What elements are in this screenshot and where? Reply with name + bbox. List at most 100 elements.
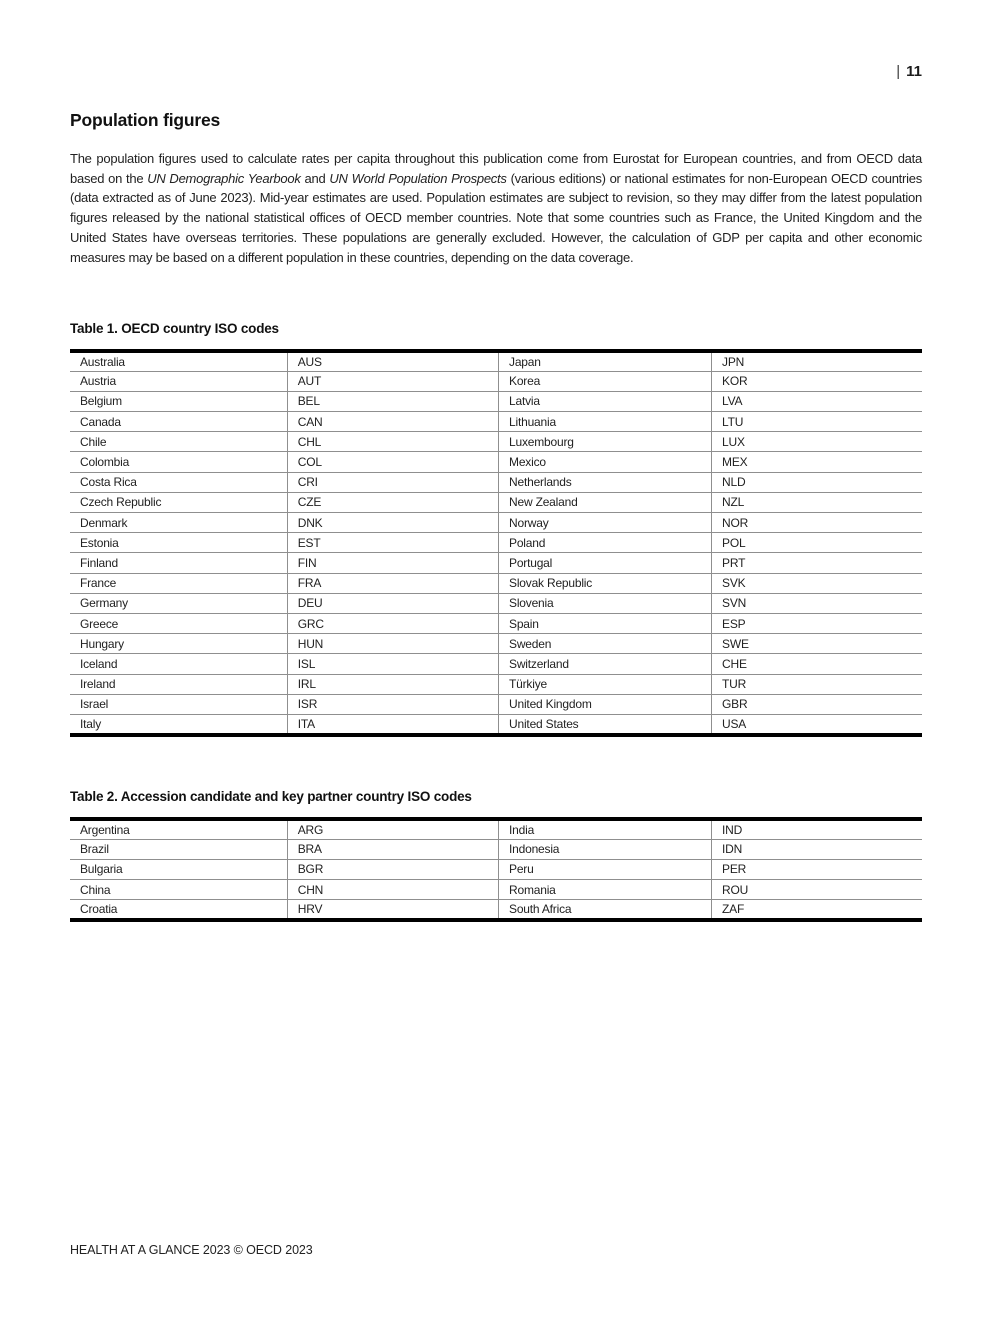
country-name-cell: Norway xyxy=(498,512,713,534)
iso-code-cell: GBR xyxy=(711,694,922,715)
footer-text: HEALTH AT A GLANCE 2023 © OECD 2023 xyxy=(70,1243,313,1257)
table-row: Canada CAN Lithuania LTU xyxy=(70,411,922,433)
country-name-cell: Spain xyxy=(498,613,713,635)
country-name-cell: Greece xyxy=(70,613,288,635)
iso-code-cell: SWE xyxy=(711,633,922,655)
paragraph-text: (various editions) or national estimates… xyxy=(70,170,922,265)
table1-title: Table 1. OECD country ISO codes xyxy=(70,321,279,336)
country-name-cell: New Zealand xyxy=(498,492,713,514)
table-oecd-iso-codes: Australia AUS Japan JPN Austria AUT Korea KOR Be… xyxy=(70,349,922,737)
country-name-cell: Sweden xyxy=(498,633,713,655)
country-name-cell: Slovak Republic xyxy=(498,573,713,594)
table-row: Germany DEU Slovenia SVN xyxy=(70,593,922,614)
country-name-cell: Colombia xyxy=(70,451,288,473)
country-name-cell: Italy xyxy=(70,714,288,736)
table-row: France FRA Slovak Republic SVK xyxy=(70,573,922,594)
iso-code-cell: PER xyxy=(711,859,922,881)
country-name-cell: Netherlands xyxy=(498,472,713,493)
iso-code-cell: ISR xyxy=(287,694,500,715)
iso-code-cell: MEX xyxy=(711,451,922,473)
country-name-cell: Romania xyxy=(498,879,713,901)
publication-title-italic: UN Demographic Yearbook xyxy=(147,170,301,186)
page-title: Population figures xyxy=(70,110,221,130)
iso-code-cell: KOR xyxy=(711,371,922,392)
iso-code-cell: AUS xyxy=(287,351,500,372)
country-name-cell: Bulgaria xyxy=(70,859,288,881)
iso-code-cell: COL xyxy=(287,451,500,473)
table-row: Argentina ARG India IND xyxy=(70,819,922,840)
table-row: Greece GRC Spain ESP xyxy=(70,613,922,635)
table-row: Estonia EST Poland POL xyxy=(70,532,922,554)
iso-code-cell: ARG xyxy=(287,819,500,840)
table-row: Australia AUS Japan JPN xyxy=(70,351,922,372)
iso-code-cell: GRC xyxy=(287,613,500,635)
iso-code-cell: ESP xyxy=(711,613,922,635)
table-row: Ireland IRL Türkiye TUR xyxy=(70,674,922,695)
iso-code-cell: CHN xyxy=(287,879,500,901)
country-name-cell: Czech Republic xyxy=(70,492,288,514)
country-name-cell: Poland xyxy=(498,532,713,554)
country-name-cell: Costa Rica xyxy=(70,472,288,493)
country-name-cell: India xyxy=(498,819,713,840)
country-name-cell: Argentina xyxy=(70,819,288,840)
country-name-cell: United Kingdom xyxy=(498,694,713,715)
page-number-value: 11 xyxy=(906,63,922,80)
country-name-cell: Türkiye xyxy=(498,674,713,695)
country-name-cell: Peru xyxy=(498,859,713,881)
table-row: Croatia HRV South Africa ZAF xyxy=(70,899,922,921)
iso-code-cell: USA xyxy=(711,714,922,736)
iso-code-cell: ISL xyxy=(287,653,500,675)
iso-code-cell: ITA xyxy=(287,714,500,736)
country-name-cell: Austria xyxy=(70,371,288,392)
iso-code-cell: CHL xyxy=(287,431,500,453)
country-name-cell: Estonia xyxy=(70,532,288,554)
iso-code-cell: CHE xyxy=(711,653,922,675)
iso-code-cell: BGR xyxy=(287,859,500,881)
iso-code-cell: CRI xyxy=(287,472,500,493)
iso-code-cell: POL xyxy=(711,532,922,554)
country-name-cell: Croatia xyxy=(70,899,288,921)
country-name-cell: Switzerland xyxy=(498,653,713,675)
page-number: | 11 xyxy=(896,63,922,80)
iso-code-cell: SVK xyxy=(711,573,922,594)
paragraph-text: and xyxy=(300,170,330,186)
iso-code-cell: HRV xyxy=(287,899,500,921)
iso-code-cell: TUR xyxy=(711,674,922,695)
table-row: Denmark DNK Norway NOR xyxy=(70,512,922,534)
iso-code-cell: IDN xyxy=(711,839,922,860)
country-name-cell: Israel xyxy=(70,694,288,715)
country-name-cell: Germany xyxy=(70,593,288,614)
table-row: Czech Republic CZE New Zealand NZL xyxy=(70,492,922,514)
country-name-cell: France xyxy=(70,573,288,594)
country-name-cell: China xyxy=(70,879,288,901)
table-row: Bulgaria BGR Peru PER xyxy=(70,859,922,881)
table-row: Chile CHL Luxembourg LUX xyxy=(70,431,922,453)
country-name-cell: Ireland xyxy=(70,674,288,695)
country-name-cell: Hungary xyxy=(70,633,288,655)
country-name-cell: Slovenia xyxy=(498,593,713,614)
country-name-cell: Australia xyxy=(70,351,288,372)
iso-code-cell: AUT xyxy=(287,371,500,392)
iso-code-cell: FRA xyxy=(287,573,500,594)
table-row: Finland FIN Portugal PRT xyxy=(70,552,922,574)
table-row: Belgium BEL Latvia LVA xyxy=(70,391,922,413)
iso-code-cell: EST xyxy=(287,532,500,554)
publication-title-italic: UN World Population Prospects xyxy=(329,170,507,186)
iso-code-cell: SVN xyxy=(711,593,922,614)
iso-code-cell: FIN xyxy=(287,552,500,574)
country-name-cell: South Africa xyxy=(498,899,713,921)
table-row: Israel ISR United Kingdom GBR xyxy=(70,694,922,715)
country-name-cell: Japan xyxy=(498,351,713,372)
country-name-cell: Chile xyxy=(70,431,288,453)
iso-code-cell: BRA xyxy=(287,839,500,860)
country-name-cell: Denmark xyxy=(70,512,288,534)
iso-code-cell: IND xyxy=(711,819,922,840)
iso-code-cell: HUN xyxy=(287,633,500,655)
country-name-cell: Indonesia xyxy=(498,839,713,860)
table-row: China CHN Romania ROU xyxy=(70,879,922,901)
table2-title: Table 2. Accession candidate and key par… xyxy=(70,789,472,804)
table-row: Brazil BRA Indonesia IDN xyxy=(70,839,922,860)
iso-code-cell: DNK xyxy=(287,512,500,534)
iso-code-cell: DEU xyxy=(287,593,500,614)
iso-code-cell: ZAF xyxy=(711,899,922,921)
